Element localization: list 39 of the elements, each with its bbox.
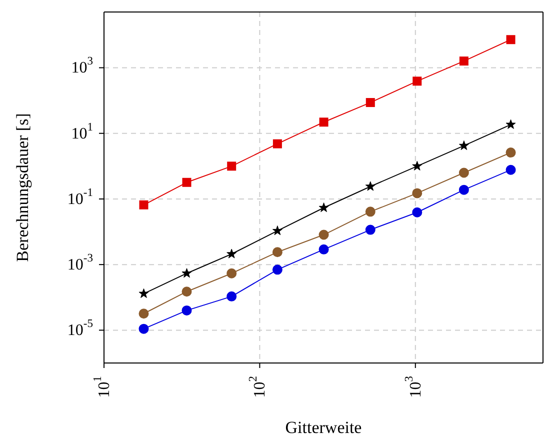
y-tick-label: 10$^{-1}$ [67,186,94,208]
point [182,268,192,278]
y-tick-label: 10$^{1}$ [71,121,94,142]
point [318,202,329,212]
y-tick-label: 10$^{-5}$ [67,318,94,339]
point [226,268,237,278]
point [318,230,329,240]
y-tick-label: 10$^{3}$ [71,56,94,76]
x-axis-title: Gitterweite [285,418,362,437]
point [272,264,282,275]
point [459,56,468,66]
point [272,226,282,236]
point [182,178,192,187]
point [227,162,236,171]
point [318,244,329,254]
point [506,119,516,129]
point [365,224,376,235]
point [506,148,516,158]
point [272,139,282,148]
point [182,286,192,297]
point [182,305,192,316]
point [226,248,237,258]
point [412,160,422,170]
point [506,35,516,44]
point [412,188,422,198]
point [319,118,328,127]
point [458,168,469,178]
point [412,207,422,218]
point [458,184,469,195]
point [365,181,376,191]
point [226,291,237,302]
point [506,164,516,175]
point [366,98,375,108]
point [412,76,422,86]
point [458,140,469,150]
point [272,247,282,258]
y-tick-label: 10$^{-3}$ [67,252,94,274]
point [365,206,376,217]
y-axis-title: Berechnungsdauer [s] [13,113,32,262]
